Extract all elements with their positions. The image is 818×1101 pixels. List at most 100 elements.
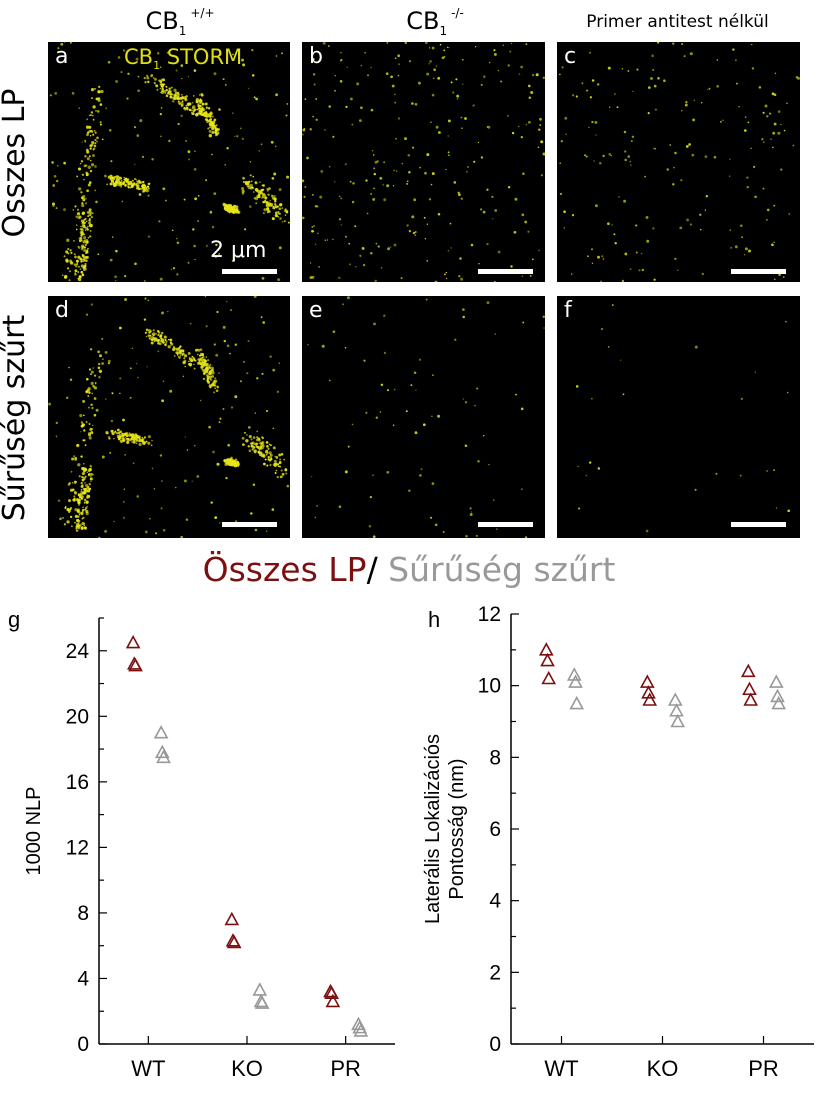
storm-dot	[349, 180, 352, 183]
storm-dot	[425, 42, 428, 44]
storm-dot	[135, 442, 138, 445]
storm-dot	[492, 499, 495, 502]
storm-dot	[144, 189, 146, 192]
storm-dot	[278, 462, 281, 465]
storm-dot	[442, 531, 445, 533]
storm-dot	[224, 462, 228, 467]
storm-dot	[143, 76, 146, 80]
storm-dot	[493, 49, 496, 52]
storm-dot	[625, 254, 628, 256]
storm-dot	[73, 499, 76, 502]
storm-dot	[380, 266, 383, 269]
storm-dot	[788, 212, 791, 215]
storm-dot	[681, 109, 683, 112]
storm-dot	[242, 176, 245, 180]
storm-dot	[113, 437, 115, 440]
storm-dot	[774, 72, 777, 75]
storm-dot	[224, 164, 226, 166]
storm-dot	[423, 216, 426, 219]
storm-dot	[211, 371, 215, 375]
y-tick-label: 0	[77, 1033, 89, 1056]
storm-dot	[115, 184, 118, 187]
storm-dot	[435, 125, 439, 129]
storm-dot	[183, 479, 187, 483]
storm-dot	[84, 229, 87, 232]
storm-dot	[59, 517, 62, 521]
storm-dot	[631, 135, 635, 138]
storm-dot	[67, 267, 70, 270]
storm-dot	[77, 519, 81, 523]
storm-dot	[135, 438, 138, 441]
storm-dot	[170, 268, 173, 270]
storm-dot	[524, 220, 528, 224]
storm-dot	[360, 106, 363, 110]
storm-dot	[307, 343, 309, 346]
storm-dot	[215, 389, 219, 393]
storm-dot	[344, 347, 347, 349]
storm-dot	[685, 100, 688, 104]
storm-dot	[137, 376, 139, 379]
storm-dot	[280, 469, 283, 472]
storm-dot	[132, 435, 136, 438]
storm-dot	[469, 507, 472, 510]
storm-dot	[507, 185, 511, 189]
storm-dot	[477, 141, 480, 144]
storm-dot	[162, 88, 164, 91]
storm-dot	[426, 223, 429, 225]
storm-dot	[669, 144, 672, 146]
storm-dot	[635, 251, 638, 254]
storm-dot	[753, 165, 756, 168]
storm-dot	[528, 96, 532, 99]
storm-dot	[245, 439, 249, 443]
storm-dot	[241, 189, 245, 193]
storm-dot	[306, 156, 309, 160]
row-label-all-lp: Összes LP	[0, 88, 32, 238]
storm-dot	[75, 228, 78, 231]
storm-dot	[443, 273, 446, 276]
storm-dot	[167, 310, 169, 313]
storm-dot	[126, 438, 130, 441]
storm-dot	[73, 253, 76, 256]
storm-dot	[88, 368, 91, 371]
storm-dot	[645, 529, 649, 533]
storm-dot	[467, 165, 470, 168]
storm-dot	[601, 328, 603, 330]
storm-dot	[754, 371, 756, 373]
storm-dot	[113, 520, 115, 523]
storm-dot	[281, 472, 285, 476]
storm-dot	[279, 465, 282, 468]
storm-dot	[63, 523, 66, 526]
storm-dot	[208, 122, 212, 126]
storm-dot	[645, 216, 649, 219]
header-cb1-ko: CB1-/-	[365, 6, 505, 38]
storm-dot	[66, 396, 69, 399]
storm-dot	[99, 121, 102, 124]
storm-dot	[54, 92, 58, 95]
storm-dot	[83, 463, 85, 465]
storm-dot	[256, 430, 259, 433]
storm-dot	[203, 364, 206, 367]
storm-dot	[260, 454, 263, 457]
storm-dot	[406, 180, 409, 183]
storm-dot	[263, 212, 265, 214]
storm-dot	[338, 195, 341, 198]
storm-dot	[234, 343, 237, 346]
storm-dot	[275, 456, 279, 459]
storm-dot	[488, 61, 491, 64]
storm-dot	[623, 199, 627, 203]
storm-dot	[646, 239, 650, 243]
storm-dot	[452, 91, 455, 94]
storm-dot	[641, 268, 645, 272]
storm-dot	[96, 110, 100, 113]
storm-dot	[447, 151, 450, 154]
storm-dot	[201, 356, 204, 359]
storm-dot	[624, 150, 627, 153]
storm-dot	[143, 436, 147, 439]
storm-dot	[392, 185, 395, 187]
storm-dot	[110, 179, 114, 183]
storm-label-main: CB	[124, 45, 154, 69]
storm-dot	[522, 321, 525, 324]
storm-dot	[122, 501, 125, 503]
storm-dot	[78, 504, 80, 506]
storm-dot	[482, 434, 485, 437]
